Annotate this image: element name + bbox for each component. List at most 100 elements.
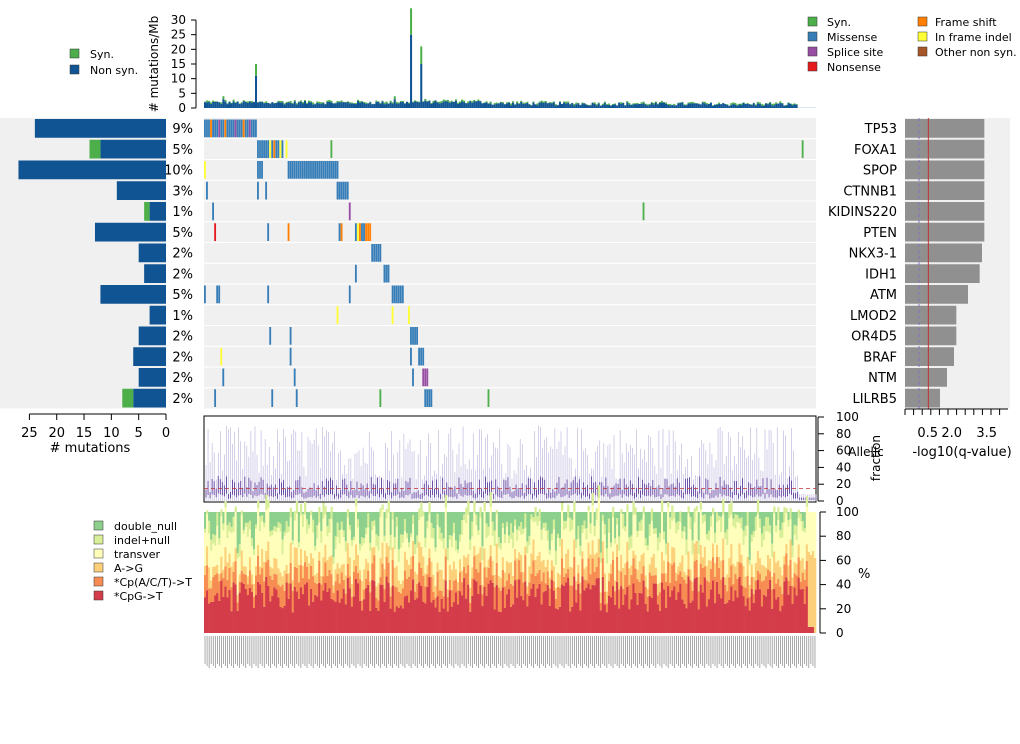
- spectrum-seg-AG: [318, 551, 321, 561]
- spectrum-seg-transver: [348, 529, 352, 558]
- spectrum-seg-CpGT: [422, 601, 425, 633]
- spectrum-seg-transver: [277, 528, 280, 569]
- rate-bar-syn: [471, 101, 474, 103]
- spectrum-seg-CpACTT: [312, 576, 315, 602]
- rate-bar-nonsyn: [579, 105, 582, 108]
- rate-bar-nonsyn: [722, 103, 725, 108]
- spectrum-seg-indelnull: [234, 506, 237, 513]
- rate-bar-nonsyn: [748, 104, 751, 108]
- spectrum-seg-CpGT: [558, 606, 562, 633]
- rate-bar-nonsyn: [624, 105, 627, 108]
- spectrum-seg-CpACTT: [599, 602, 603, 611]
- spectrum-seg-AG: [667, 542, 670, 562]
- gene-count-bar-nonsyn: [133, 347, 166, 366]
- spectrum-seg-AG: [485, 566, 488, 578]
- oncoprint-cell-PTEN: [361, 223, 363, 241]
- spectrum-seg-doublenull: [365, 512, 368, 528]
- spectrum-seg-transver: [518, 530, 521, 553]
- spectrum-seg-transver: [650, 521, 654, 558]
- spectrum-seg-AG: [736, 561, 739, 579]
- spectrum-seg-AG: [346, 542, 350, 564]
- spectrum-seg-transver: [430, 537, 433, 562]
- spectrum-seg-AG: [410, 556, 413, 569]
- spectrum-seg-CpGT: [773, 588, 776, 633]
- spectrum-seg-transver: [516, 540, 519, 559]
- spectrum-legend-label: A->G: [114, 562, 143, 575]
- rate-bar-nonsyn: [685, 105, 688, 108]
- spectrum-seg-CpGT: [771, 608, 774, 633]
- spectrum-seg-indelnull: [408, 542, 411, 548]
- rate-bar-syn: [685, 104, 688, 106]
- spectrum-seg-AG: [344, 575, 348, 594]
- spectrum-seg-transver: [734, 528, 737, 567]
- spectrum-seg-doublenull: [718, 512, 721, 516]
- spectrum-seg-CpGT: [226, 597, 229, 633]
- rate-bar-syn: [575, 102, 578, 105]
- spectrum-seg-AG: [463, 555, 466, 568]
- rate-bar-nonsyn: [322, 103, 325, 108]
- spectrum-seg-doublenull: [259, 512, 262, 517]
- spectrum-seg-doublenull: [226, 512, 229, 526]
- spectrum-seg-CpACTT: [391, 559, 395, 586]
- spectrum-seg-transver: [801, 531, 805, 558]
- oncoprint-cell-TP53: [210, 119, 212, 138]
- oncoprint-cell-PTEN: [359, 223, 361, 241]
- oncoprint-cell-NKX3-1: [375, 244, 378, 262]
- oncoprint-cell-SPOP: [324, 161, 327, 179]
- spectrum-seg-transver: [252, 555, 256, 584]
- spectrum-seg-indelnull: [477, 530, 480, 536]
- spectrum-seg-AG: [436, 562, 439, 572]
- rate-bar-nonsyn: [697, 103, 700, 108]
- spectrum-seg-AG: [520, 554, 523, 573]
- rate-bar-nonsyn: [546, 103, 549, 108]
- spectrum-seg-CpACTT: [471, 578, 474, 596]
- spectrum-seg-transver: [230, 533, 233, 567]
- spectrum-seg-indelnull: [679, 511, 682, 523]
- spectrum-seg-CpGT: [289, 583, 293, 633]
- spectrum-seg-indelnull: [456, 549, 460, 554]
- spectrum-seg-transver: [497, 547, 501, 576]
- spectrum-seg-indelnull: [334, 536, 337, 549]
- spectrum-seg-indelnull: [446, 548, 450, 561]
- spectrum-seg-CpACTT: [469, 602, 472, 612]
- spectrum-seg-transver: [340, 529, 344, 565]
- rate-bar-syn: [204, 101, 207, 103]
- spectrum-seg-doublenull: [681, 512, 684, 532]
- spectrum-seg-CpACTT: [485, 577, 488, 596]
- spectrum-seg-transver: [408, 547, 411, 565]
- spectrum-seg-indelnull: [609, 542, 613, 548]
- spectrum-seg-AG: [746, 556, 749, 576]
- spectrum-seg-doublenull: [765, 512, 768, 518]
- spectrum-seg-AG: [711, 543, 715, 558]
- rate-bar-syn: [554, 104, 557, 106]
- rate-bar-nonsyn: [338, 102, 341, 108]
- spectrum-seg-indelnull: [212, 533, 215, 544]
- spectrum-seg-AG: [242, 566, 246, 574]
- rate-bar-syn: [791, 104, 794, 106]
- oncoprint-cell-ATM: [218, 285, 221, 304]
- spectrum-seg-indelnull: [367, 513, 370, 528]
- oncoprint-cell-CTNNB1: [257, 181, 259, 200]
- rate-bar-nonsyn: [483, 103, 486, 108]
- spectrum-seg-CpACTT: [271, 579, 274, 596]
- spectrum-seg-transver: [232, 531, 235, 562]
- rate-bar-syn: [206, 100, 209, 103]
- spectrum-seg-CpGT: [395, 606, 399, 633]
- rate-y-tick-label: 10: [171, 72, 186, 86]
- rate-bar-nonsyn: [214, 101, 217, 108]
- spectrum-seg-CpGT: [279, 606, 282, 633]
- spectrum-seg-CpGT: [281, 608, 284, 633]
- spectrum-seg-AG: [408, 564, 411, 577]
- rate-bar-syn: [477, 99, 480, 101]
- spectrum-seg-AG: [393, 567, 397, 587]
- spectrum-seg-transver: [614, 543, 617, 581]
- spectrum-seg-CpACTT: [544, 583, 548, 591]
- rate-bar-nonsyn: [644, 104, 647, 108]
- oncoprint-cell-TP53: [252, 119, 255, 138]
- mutation-type-legend-label: Frame shift: [935, 16, 997, 29]
- spectrum-seg-CpACTT: [459, 572, 462, 592]
- spectrum-seg-doublenull: [563, 512, 566, 521]
- rate-bar-nonsyn: [781, 103, 784, 108]
- spectrum-seg-transver: [244, 526, 248, 567]
